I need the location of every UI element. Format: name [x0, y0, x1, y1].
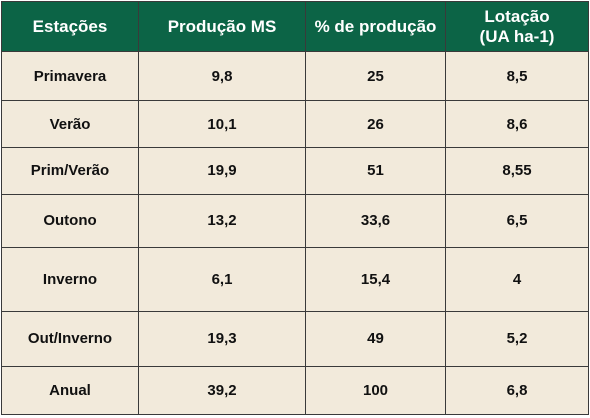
cell-lotacao: 8,6: [445, 100, 589, 148]
header-percent-producao: % de produção: [305, 1, 446, 52]
cell-estacao: Anual: [1, 365, 139, 416]
header-lotacao: Lotação (UA ha-1): [445, 1, 589, 52]
cell-estacao: Prim/Verão: [1, 146, 139, 196]
header-lotacao-label: Lotação: [484, 6, 550, 26]
header-lotacao-unit: (UA ha-1): [479, 26, 555, 46]
cell-lotacao: 8,5: [445, 50, 589, 102]
cell-percent-producao: 51: [305, 146, 446, 196]
table-row: Anual 39,2 100 6,8: [1, 365, 589, 416]
table-row: Primavera 9,8 25 8,5: [1, 50, 589, 102]
cell-producao-ms: 19,3: [138, 311, 306, 367]
cell-producao-ms: 39,2: [138, 365, 306, 416]
cell-estacao: Primavera: [1, 50, 139, 102]
cell-percent-producao: 15,4: [305, 246, 446, 313]
cell-percent-producao: 49: [305, 311, 446, 367]
cell-percent-producao: 33,6: [305, 194, 446, 248]
cell-percent-producao: 26: [305, 100, 446, 148]
cell-estacao: Verão: [1, 100, 139, 148]
table-row: Verão 10,1 26 8,6: [1, 100, 589, 148]
cell-lotacao: 5,2: [445, 311, 589, 367]
cell-producao-ms: 9,8: [138, 50, 306, 102]
table-row: Inverno 6,1 15,4 4: [1, 246, 589, 313]
header-row: Estações Produção MS % de produção Lotaç…: [1, 1, 589, 52]
cell-lotacao: 8,55: [445, 146, 589, 196]
header-estacoes: Estações: [1, 1, 139, 52]
cell-producao-ms: 10,1: [138, 100, 306, 148]
table-row: Out/Inverno 19,3 49 5,2: [1, 311, 589, 367]
cell-producao-ms: 19,9: [138, 146, 306, 196]
cell-estacao: Inverno: [1, 246, 139, 313]
cell-producao-ms: 13,2: [138, 194, 306, 248]
table-row: Prim/Verão 19,9 51 8,55: [1, 146, 589, 196]
cell-percent-producao: 100: [305, 365, 446, 416]
cell-estacao: Outono: [1, 194, 139, 248]
cell-lotacao: 6,5: [445, 194, 589, 248]
table-row: Outono 13,2 33,6 6,5: [1, 194, 589, 248]
header-producao-ms: Produção MS: [138, 1, 306, 52]
cell-percent-producao: 25: [305, 50, 446, 102]
cell-estacao: Out/Inverno: [1, 311, 139, 367]
cell-lotacao: 6,8: [445, 365, 589, 416]
cell-producao-ms: 6,1: [138, 246, 306, 313]
cell-lotacao: 4: [445, 246, 589, 313]
